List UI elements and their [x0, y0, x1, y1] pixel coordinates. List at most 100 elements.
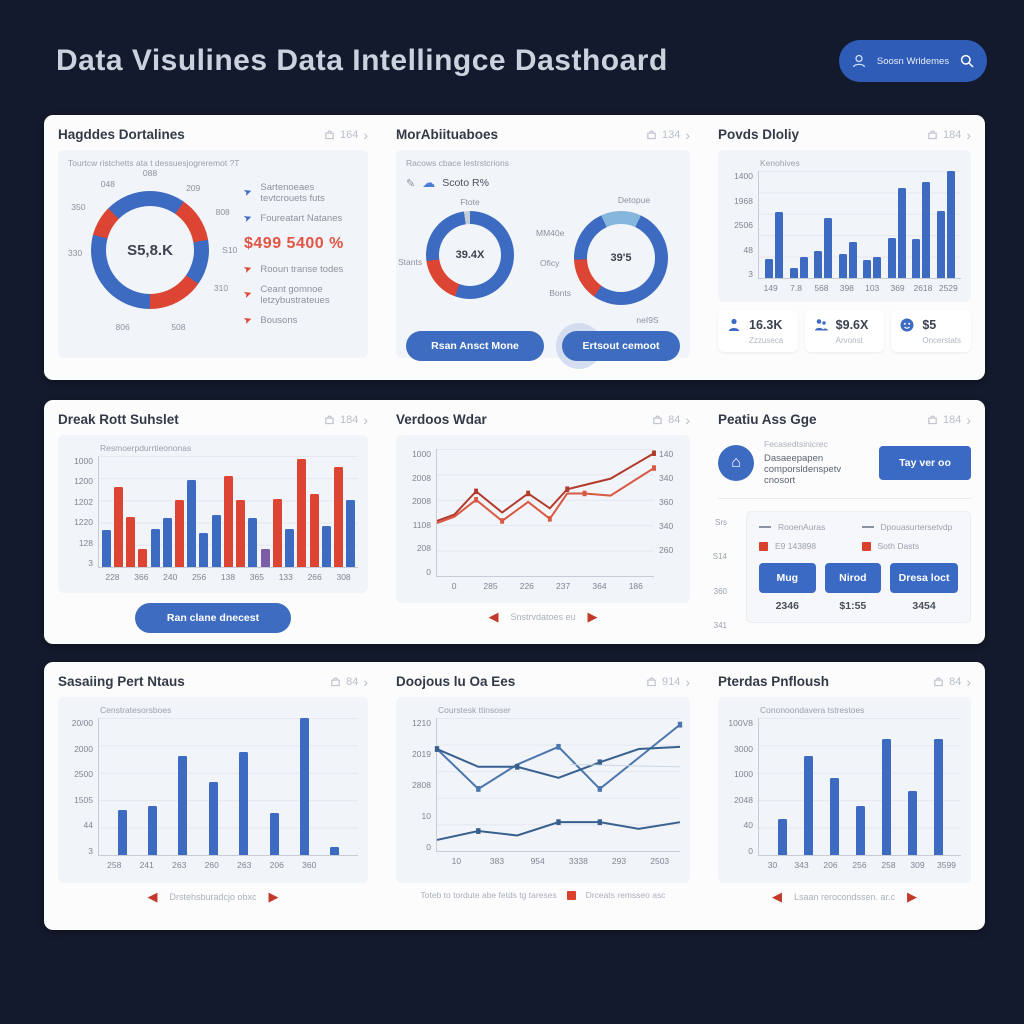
- bar: [897, 188, 906, 278]
- chevron-right-icon[interactable]: ›: [685, 673, 690, 690]
- dress-button[interactable]: Dresa loct: [890, 563, 958, 593]
- next-arrow-icon[interactable]: ▶: [587, 609, 598, 624]
- stat-label: Zzzuseca: [749, 336, 784, 345]
- donut-label: 508: [171, 322, 186, 332]
- tick-label: 364: [592, 581, 607, 591]
- tick-label: 366: [134, 572, 149, 582]
- search-bar[interactable]: Soosn Wrldemes: [839, 40, 987, 82]
- card-title: MorAbiituaboes: [396, 127, 499, 142]
- bars: [759, 171, 961, 278]
- dash-icon: [759, 526, 771, 528]
- chart-label: Censtratesorsboes: [100, 705, 172, 715]
- person-icon: [728, 318, 740, 331]
- nirod-button[interactable]: Nirod: [824, 563, 882, 593]
- donut-label: 310: [213, 282, 229, 293]
- meta-count: 184: [942, 128, 962, 141]
- bar: [178, 756, 188, 855]
- bar: [814, 251, 823, 278]
- mug-button[interactable]: Mug: [759, 563, 816, 593]
- bar-group: [912, 171, 931, 278]
- note-text: Dasaeepapen comporsldenspetv cnosort: [764, 453, 842, 486]
- export-report-button[interactable]: Ertsout cemoot: [562, 331, 680, 361]
- stat-box[interactable]: $9.6X Arvonst: [804, 310, 885, 352]
- tick-label: 2618: [913, 283, 933, 293]
- tick-label: 383: [489, 856, 505, 866]
- y-axis: 1400 1968 2506 48 3: [728, 171, 758, 279]
- scan-asset-button[interactable]: Rsan Ansct Mone: [406, 331, 544, 361]
- card-meta[interactable]: 134 ›: [646, 128, 690, 142]
- bars: [99, 456, 358, 567]
- stat-box[interactable]: $5 Oncerstats: [891, 310, 972, 352]
- stats-row: 16.3K Zzzuseca $9.6X Arvonst $5 Oncersta…: [718, 310, 972, 352]
- card-meta[interactable]: 84 ›: [652, 413, 690, 427]
- user-icon: [852, 54, 866, 68]
- dash-icon: [861, 526, 874, 528]
- tick-label: 360: [659, 497, 674, 507]
- card-meta[interactable]: 914 ›: [646, 675, 690, 689]
- donut-label: 806: [115, 322, 130, 332]
- legend-label: E9 143898: [775, 541, 817, 551]
- tick-label: 258: [107, 860, 122, 870]
- chevron-right-icon[interactable]: ›: [363, 126, 368, 143]
- card-meta[interactable]: 184 ›: [927, 413, 971, 427]
- chevron-right-icon[interactable]: ›: [966, 411, 971, 428]
- pay-button[interactable]: Tay ver oo: [879, 445, 971, 480]
- dashboard-row-1: Hagddes Dortalines 164 › Tourtcw ristche…: [44, 115, 985, 380]
- prev-arrow-icon[interactable]: ◀: [771, 889, 782, 904]
- tick-label: 2529: [938, 283, 958, 293]
- card-meta[interactable]: 84 ›: [933, 675, 971, 689]
- next-arrow-icon[interactable]: ▶: [907, 889, 918, 904]
- bar: [777, 819, 787, 855]
- card-donut-overview: Hagddes Dortalines 164 › Tourtcw ristche…: [44, 115, 382, 380]
- tick-label: 133: [278, 572, 293, 582]
- chevron-right-icon[interactable]: ›: [685, 411, 690, 428]
- bar-plot: [98, 718, 358, 856]
- tick-label: 20/00: [71, 718, 93, 728]
- export-icon: [928, 130, 937, 140]
- card-blue-bars-left: Sasaiing Pert Ntaus 84 › Censtratesorsbo…: [44, 662, 382, 930]
- tick-label: [326, 860, 359, 870]
- meta-count: 84: [949, 675, 962, 688]
- stat-box[interactable]: 16.3K Zzzuseca: [718, 310, 798, 352]
- home-icon[interactable]: ⌂: [718, 444, 754, 481]
- next-arrow-icon[interactable]: ▶: [268, 889, 279, 904]
- tick-label: 369: [890, 283, 905, 293]
- chart-subtitle: Racows cbace lestrstcrions: [406, 158, 509, 168]
- bar: [211, 514, 221, 567]
- search-icon[interactable]: [959, 53, 975, 69]
- bar: [887, 238, 896, 278]
- tick-label: 1210: [412, 718, 431, 728]
- card-meta[interactable]: 184 ›: [324, 413, 368, 427]
- donut-ring: 39'5: [574, 211, 668, 305]
- bar: [799, 256, 808, 278]
- card-meta[interactable]: 84 ›: [330, 675, 368, 689]
- prev-arrow-icon[interactable]: ◀: [488, 609, 499, 624]
- card-report-panel: Peatiu Ass Gge 184 › ⌂ Fecasedtsinicrec …: [704, 400, 985, 644]
- stat-value: $5: [922, 318, 937, 332]
- bar: [101, 530, 111, 567]
- pager-label: Lsaan rerocondssen. ar.c: [793, 891, 896, 902]
- tick-label: 2500: [74, 769, 93, 780]
- chevron-right-icon[interactable]: ›: [363, 673, 368, 690]
- bar: [309, 493, 319, 567]
- chevron-right-icon[interactable]: ›: [685, 126, 690, 143]
- chevron-right-icon[interactable]: ›: [363, 411, 368, 428]
- tick-label: 149: [763, 283, 778, 293]
- bar: [330, 846, 340, 855]
- tick-label: 2008: [412, 496, 431, 507]
- search-input[interactable]: Soosn Wrldemes: [876, 55, 950, 67]
- card-meta[interactable]: 164 ›: [324, 128, 368, 142]
- prev-arrow-icon[interactable]: ◀: [147, 889, 158, 904]
- chevron-right-icon[interactable]: ›: [966, 126, 971, 143]
- chevron-right-icon[interactable]: ›: [966, 673, 971, 690]
- bar-group: [765, 171, 784, 278]
- tick-label: 10: [421, 811, 431, 821]
- bar: [175, 500, 185, 567]
- donut-label: 330: [68, 248, 83, 259]
- card-meta[interactable]: 184 ›: [927, 128, 971, 142]
- y-axis-left: 1000 2008 2008 1108 208 0: [406, 449, 436, 577]
- run-dataset-button[interactable]: Ran clane dnecest: [135, 603, 291, 633]
- bars: [99, 718, 358, 855]
- y-axis: 100V8 3000 1000 2048 40 0: [728, 718, 758, 856]
- bar: [187, 480, 197, 567]
